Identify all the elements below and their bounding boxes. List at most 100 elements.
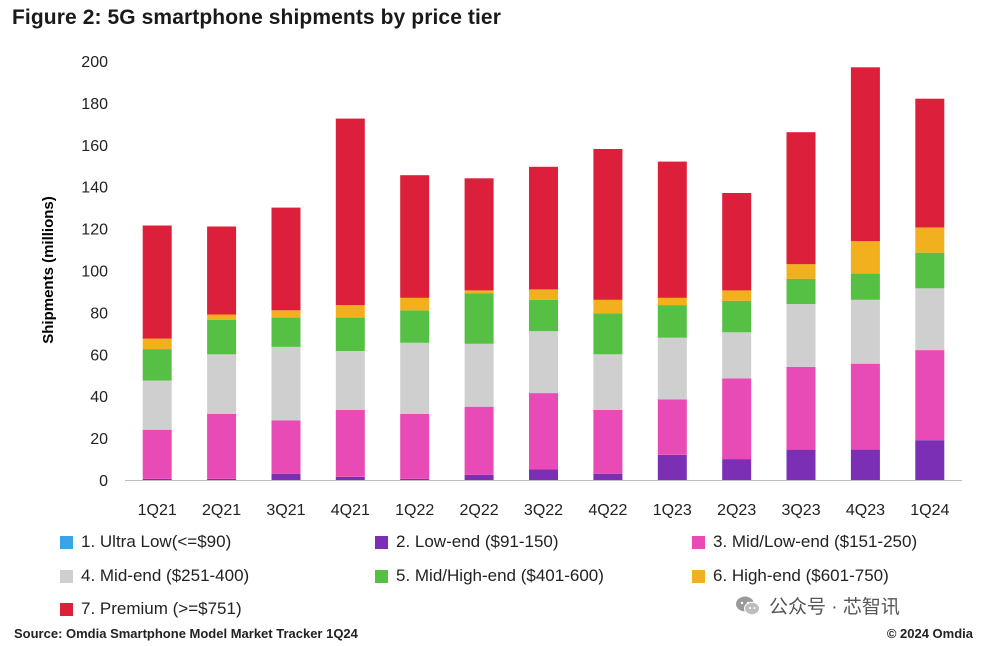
bar-segment-mid-high-end: [722, 300, 752, 333]
bar-segment-low-end: [722, 459, 752, 480]
y-tick-label: 160: [81, 138, 108, 155]
bar-segment-mid-end: [850, 299, 880, 364]
wechat-icon: [736, 596, 760, 615]
watermark: 公众号 · 芯智讯: [735, 592, 900, 619]
bar-segment-mid-low-end: [464, 406, 494, 475]
bar-segment-premium: [915, 98, 945, 228]
bar-segment-mid-high-end: [464, 293, 494, 344]
x-tick-label: 1Q22: [395, 502, 434, 519]
x-tick-label: 2Q22: [460, 502, 499, 519]
chart-title: Figure 2: 5G smartphone shipments by pri…: [12, 6, 501, 29]
y-tick-label: 60: [90, 347, 108, 364]
bar-segment-premium: [335, 118, 365, 306]
bar-segment-low-end: [207, 479, 237, 480]
bar-segment-mid-low-end: [529, 393, 558, 470]
bar-segment-mid-end: [335, 351, 365, 410]
bar-segment-high-end: [142, 338, 172, 350]
copyright-note: © 2024 Omdia: [886, 626, 973, 641]
x-tick-label: 3Q21: [266, 502, 305, 519]
bar-segment-mid-high-end: [593, 313, 623, 355]
bar-segment-low-end: [400, 479, 430, 480]
bar-segment-mid-high-end: [335, 317, 365, 352]
bar-segment-high-end: [207, 314, 237, 320]
x-tick-label: 1Q23: [653, 502, 692, 519]
x-tick-label: 3Q22: [524, 502, 563, 519]
bar-segment-premium: [207, 226, 237, 315]
bar-segment-mid-end: [722, 332, 752, 379]
bar-segment-low-end: [786, 449, 816, 480]
bar-segment-high-end: [271, 310, 301, 318]
bar-segment-mid-end: [593, 354, 623, 410]
bar-segment-premium: [657, 161, 687, 298]
bar-segment-mid-low-end: [915, 350, 945, 441]
bar-segment-mid-high-end: [657, 305, 687, 338]
bar-segment-high-end: [722, 290, 752, 301]
bar-segment-low-end: [271, 473, 301, 480]
x-axis: 1Q21 2Q21 3Q21 4Q21 1Q22 2Q22 3Q22 4Q22 1Q23 2Q23…: [125, 480, 962, 519]
bar-segment-mid-low-end: [722, 378, 752, 460]
source-note: Source: Omdia Smartphone Model Market Tr…: [14, 626, 358, 641]
bar-segment-mid-low-end: [850, 363, 880, 450]
bar-segment-mid-high-end: [529, 299, 558, 332]
bar-segment-mid-end: [786, 304, 816, 367]
bar-segment-low-end: [142, 479, 172, 480]
bar-segment-low-end: [657, 454, 687, 480]
bar-segment-mid-high-end: [142, 349, 172, 381]
bar-segment-low-end: [850, 449, 880, 480]
bar-segment-premium: [722, 193, 752, 291]
x-tick-label: 2Q21: [202, 502, 241, 519]
y-tick-label: 80: [90, 305, 108, 322]
bar-segment-high-end: [850, 241, 880, 274]
bar-segment-mid-end: [400, 342, 430, 414]
bar-segment-mid-end: [142, 380, 172, 430]
bar-segment-mid-end: [207, 354, 237, 414]
bar-segment-low-end: [464, 474, 494, 480]
bar-segment-high-end: [464, 290, 494, 294]
x-tick-label: 3Q23: [781, 502, 820, 519]
bar-segment-low-end: [529, 469, 558, 480]
bar-segment-mid-low-end: [400, 414, 430, 479]
bar-segment-mid-high-end: [850, 273, 880, 300]
y-axis: 0 20 40 60 80 100 120 140 160 180 200: [81, 54, 108, 490]
y-tick-label: 140: [81, 180, 108, 197]
bar-segment-mid-end: [915, 288, 945, 351]
bar-segment-low-end: [915, 440, 945, 480]
bar-segment-low-end: [593, 473, 623, 480]
bar-segment-mid-high-end: [207, 319, 237, 355]
bar-segment-low-end: [335, 476, 365, 480]
bar-segment-mid-high-end: [400, 310, 430, 343]
bar-segment-mid-end: [464, 343, 494, 407]
bar-segment-premium: [529, 166, 558, 290]
bar-segment-mid-end: [529, 331, 558, 394]
x-tick-label: 2Q23: [717, 502, 756, 519]
y-tick-label: 20: [90, 431, 108, 448]
bar-segment-high-end: [529, 289, 558, 300]
x-tick-label: 4Q21: [331, 502, 370, 519]
bar-segment-premium: [142, 225, 172, 339]
bar-segment-mid-low-end: [593, 409, 623, 474]
bar-segment-mid-low-end: [335, 409, 365, 477]
bars: [142, 67, 945, 480]
x-tick-label: 4Q23: [846, 502, 885, 519]
bar-segment-mid-high-end: [271, 317, 301, 347]
bar-segment-mid-end: [657, 337, 687, 400]
bar-segment-high-end: [593, 299, 623, 314]
x-tick-label: 1Q21: [138, 502, 177, 519]
y-tick-label: 200: [81, 54, 108, 71]
y-tick-label: 40: [90, 389, 108, 406]
bar-segment-high-end: [335, 305, 365, 318]
bar-segment-premium: [400, 175, 430, 298]
bar-segment-premium: [850, 67, 880, 242]
bar-segment-mid-low-end: [271, 420, 301, 474]
bar-segment-mid-low-end: [207, 414, 237, 479]
y-axis-title: Shipments (millions): [40, 196, 57, 344]
bar-segment-high-end: [657, 297, 687, 305]
bar-segment-mid-end: [271, 347, 301, 421]
bar-segment-high-end: [400, 297, 430, 311]
y-tick-label: 100: [81, 264, 108, 281]
x-tick-label: 1Q24: [910, 502, 949, 519]
bar-segment-high-end: [786, 264, 816, 279]
x-tick-label: 4Q22: [588, 502, 627, 519]
y-tick-label: 180: [81, 96, 108, 113]
